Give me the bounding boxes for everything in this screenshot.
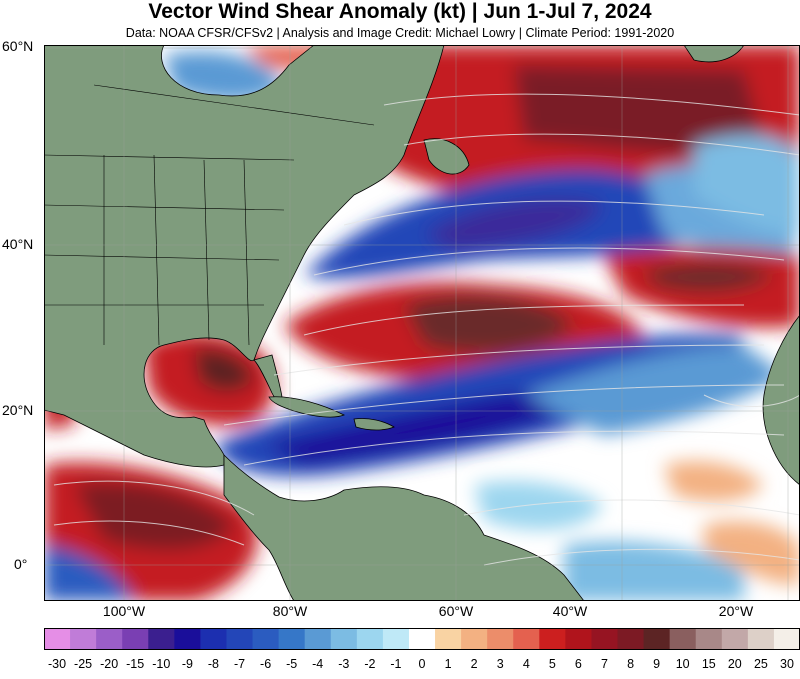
colorbar-swatch — [252, 628, 280, 650]
colorbar-tick-label: -9 — [181, 657, 193, 671]
colorbar-tick-label: -3 — [338, 657, 350, 671]
colorbar-tick-label: -10 — [152, 657, 171, 671]
colorbar-swatch — [304, 628, 332, 650]
colorbar-tick-label: 7 — [601, 657, 608, 671]
colorbar-tick-label: -1 — [390, 657, 402, 671]
colorbar-tick-label: 20 — [727, 657, 742, 671]
lon-label-100w: 100°W — [102, 603, 146, 619]
lon-label-40w: 40°W — [552, 603, 588, 619]
colorbar-tick-label: 2 — [470, 657, 478, 671]
colorbar-tick-label: 10 — [675, 657, 690, 671]
colorbar-tick-label: 9 — [653, 657, 661, 671]
lat-label-60n: 60°N — [2, 38, 34, 54]
colorbar-tick-label: 15 — [701, 657, 716, 671]
lon-label-80w: 80°W — [272, 603, 308, 619]
colorbar-tick-label: -4 — [312, 657, 324, 671]
colorbar-swatch — [461, 628, 488, 650]
colorbar-tick-label: -8 — [207, 657, 219, 671]
colorbar-swatch — [408, 628, 436, 650]
colorbar-swatch — [200, 628, 227, 650]
shear-anomaly-map — [44, 45, 800, 601]
chart-subtitle: Data: NOAA CFSR/CFSv2 | Analysis and Ima… — [125, 26, 675, 40]
colorbar-tick-label: -6 — [260, 657, 272, 671]
colorbar-swatch — [96, 628, 123, 650]
colorbar-swatch — [695, 628, 723, 650]
colorbar-swatch — [643, 628, 671, 650]
colorbar-tick-label: -20 — [100, 657, 119, 671]
colorbar-tick-label: 1 — [444, 657, 452, 671]
colorbar-swatch — [148, 628, 175, 650]
colorbar-tick-label: -2 — [364, 657, 376, 671]
colorbar-tick-label: 25 — [753, 657, 768, 671]
colorbar-tick-label: 4 — [522, 657, 530, 671]
colorbar-tick-label: 3 — [496, 657, 504, 671]
chart-title: Vector Wind Shear Anomaly (kt) | Jun 1-J… — [148, 0, 652, 23]
colorbar-swatch — [591, 628, 619, 650]
colorbar-tick-label: -25 — [74, 657, 93, 671]
colorbar — [44, 628, 800, 650]
colorbar-swatch — [617, 628, 645, 650]
colorbar-swatch — [773, 628, 800, 650]
colorbar-swatch — [226, 628, 254, 650]
colorbar-swatch — [382, 628, 410, 650]
lat-label-0: 0° — [14, 556, 28, 572]
state-borders — [44, 84, 375, 346]
lat-label-20n: 20°N — [2, 402, 34, 418]
colorbar-swatch — [122, 628, 149, 650]
colorbar-swatch — [70, 628, 97, 650]
colorbar-tick-label: -5 — [286, 657, 298, 671]
colorbar-tick-label: -7 — [233, 657, 246, 671]
colorbar-swatch — [174, 628, 201, 650]
colorbar-tick-label: -30 — [47, 657, 67, 671]
graticule — [44, 45, 800, 601]
colorbar-swatch — [747, 628, 775, 650]
colorbar-swatch — [356, 628, 384, 650]
colorbar-swatch — [721, 628, 749, 650]
land-masses — [44, 45, 800, 601]
lat-label-40n: 40°N — [2, 236, 34, 252]
colorbar-tick-label: 5 — [548, 657, 556, 671]
colorbar-swatch — [278, 628, 306, 650]
lon-label-60w: 60°W — [438, 603, 474, 619]
colorbar-swatch — [565, 628, 592, 650]
colorbar-tick-label: 30 — [780, 657, 794, 671]
colorbar-tick-label: 8 — [627, 657, 635, 671]
colorbar-tick-label: -15 — [126, 657, 145, 671]
colorbar-swatch — [669, 628, 697, 650]
colorbar-swatch — [513, 628, 540, 650]
colorbar-swatch — [487, 628, 514, 650]
colorbar-tick-label: 0 — [418, 657, 426, 671]
colorbar-tick-label: 6 — [574, 657, 582, 671]
colorbar-swatch — [539, 628, 566, 650]
lon-label-20w: 20°W — [718, 603, 754, 619]
colorbar-swatch — [330, 628, 358, 650]
streamlines — [53, 93, 800, 566]
colorbar-swatch — [435, 628, 462, 650]
colorbar-swatch — [44, 628, 71, 650]
